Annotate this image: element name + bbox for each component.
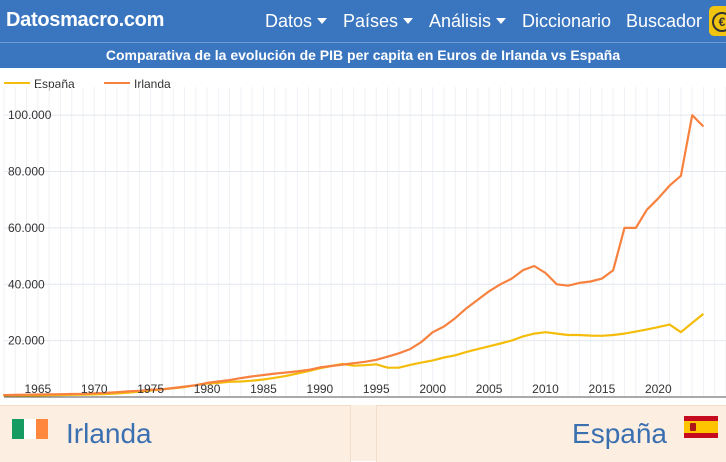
- x-tick-label: 2010: [532, 382, 559, 396]
- x-tick-label: 1990: [307, 382, 334, 396]
- x-tick-label: 2015: [589, 382, 616, 396]
- chart-axes: 20.000 40.000 60.000 80.000 100.000 1965 1970 1…: [4, 108, 726, 398]
- y-tick-label: 60.000: [8, 221, 45, 235]
- menu-buscador[interactable]: Buscador: [626, 11, 702, 32]
- country-card-espana[interactable]: España: [376, 405, 726, 462]
- menu-diccionario-label: Diccionario: [522, 11, 612, 31]
- x-tick-label: 2020: [645, 382, 672, 396]
- y-tick-label: 40.000: [8, 277, 45, 291]
- chart-grid: [3, 87, 726, 397]
- y-tick-label: 80.000: [8, 165, 45, 179]
- legend-swatch-espana: [4, 82, 30, 84]
- country-name-irlanda: Irlanda: [66, 418, 152, 449]
- x-tick-label: 1975: [137, 382, 164, 396]
- y-tick-label: 20.000: [8, 334, 45, 348]
- menu-datos[interactable]: Datos: [265, 11, 328, 32]
- spain-flag-icon: [684, 416, 718, 438]
- y-tick-label: 100.000: [8, 108, 52, 122]
- x-tick-label: 1980: [194, 382, 221, 396]
- legend-label-espana: España: [34, 77, 75, 91]
- menu-buscador-label: Buscador: [626, 11, 703, 31]
- country-card-irlanda[interactable]: Irlanda: [0, 405, 351, 462]
- gdp-line-chart: 20.000 40.000 60.000 80.000 100.000 1965 1970 1…: [2, 87, 726, 398]
- chevron-down-icon: [496, 18, 507, 24]
- menu-datos-label: Datos: [265, 11, 313, 31]
- site-logo[interactable]: Datosmacro.com: [6, 9, 165, 31]
- chart-series: [2, 114, 705, 398]
- chart-title: Comparativa de la evolución de PIB per c…: [0, 42, 726, 68]
- x-tick-label: 1970: [81, 382, 108, 396]
- euro-icon: €: [712, 12, 726, 32]
- menu-analisis-label: Análisis: [429, 11, 492, 31]
- navbar: Datosmacro.com Datos Países Análisis Dic…: [0, 0, 726, 42]
- series-line-irlanda: [2, 114, 705, 397]
- menu-analisis[interactable]: Análisis: [429, 11, 507, 32]
- legend-item-espana[interactable]: España: [4, 77, 75, 91]
- chevron-down-icon: [317, 18, 328, 24]
- menu-paises[interactable]: Países: [343, 11, 414, 32]
- x-tick-label: 1965: [24, 382, 51, 396]
- menu-paises-label: Países: [343, 11, 399, 31]
- legend-swatch-irlanda: [104, 82, 130, 84]
- ireland-flag-icon: [12, 419, 48, 439]
- x-tick-label: 1985: [250, 382, 277, 396]
- chevron-down-icon: [403, 18, 414, 24]
- country-name-espana: España: [572, 418, 667, 449]
- x-tick-label: 2000: [419, 382, 446, 396]
- x-tick-label: 2005: [476, 382, 503, 396]
- currency-button[interactable]: €: [709, 6, 726, 36]
- x-tick-label: 1995: [363, 382, 390, 396]
- menu-diccionario[interactable]: Diccionario: [522, 11, 611, 32]
